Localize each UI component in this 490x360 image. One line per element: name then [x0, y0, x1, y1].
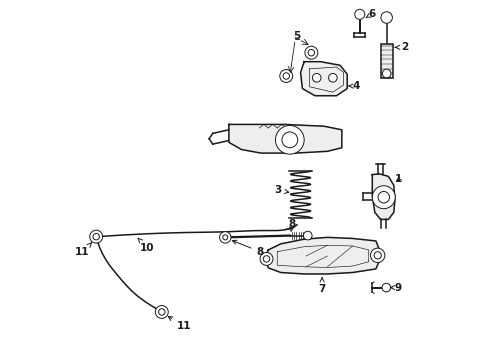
Circle shape: [381, 12, 392, 23]
Circle shape: [382, 283, 391, 292]
Circle shape: [90, 230, 102, 243]
Circle shape: [275, 126, 304, 154]
Circle shape: [374, 252, 381, 259]
Circle shape: [372, 186, 395, 209]
Circle shape: [305, 46, 318, 59]
Circle shape: [303, 231, 312, 240]
Circle shape: [355, 9, 365, 19]
Text: 8: 8: [232, 240, 264, 257]
Circle shape: [313, 73, 321, 82]
Circle shape: [282, 132, 298, 148]
Circle shape: [263, 256, 270, 262]
Text: 4: 4: [349, 81, 360, 91]
Circle shape: [223, 235, 228, 240]
Text: 1: 1: [395, 174, 402, 184]
Circle shape: [370, 248, 385, 262]
Polygon shape: [300, 62, 347, 96]
Circle shape: [378, 192, 390, 203]
Circle shape: [280, 69, 293, 82]
Circle shape: [93, 233, 99, 240]
Circle shape: [283, 73, 290, 79]
Circle shape: [260, 252, 273, 265]
Text: 6: 6: [366, 9, 376, 19]
Polygon shape: [265, 237, 379, 274]
Circle shape: [329, 73, 337, 82]
Text: 2: 2: [395, 42, 408, 52]
Text: 7: 7: [318, 278, 326, 294]
Text: 3: 3: [274, 185, 289, 195]
Circle shape: [155, 306, 168, 319]
Bar: [381, 44, 393, 78]
Circle shape: [308, 49, 315, 56]
Polygon shape: [229, 125, 342, 153]
Circle shape: [159, 309, 165, 315]
Circle shape: [382, 69, 391, 78]
Text: 11: 11: [168, 316, 191, 331]
Circle shape: [220, 231, 231, 243]
Text: 9: 9: [391, 283, 402, 293]
Text: 10: 10: [138, 238, 155, 253]
Polygon shape: [372, 174, 395, 220]
Text: 11: 11: [75, 243, 92, 257]
Text: 5: 5: [294, 31, 301, 41]
Text: 8: 8: [289, 219, 296, 231]
